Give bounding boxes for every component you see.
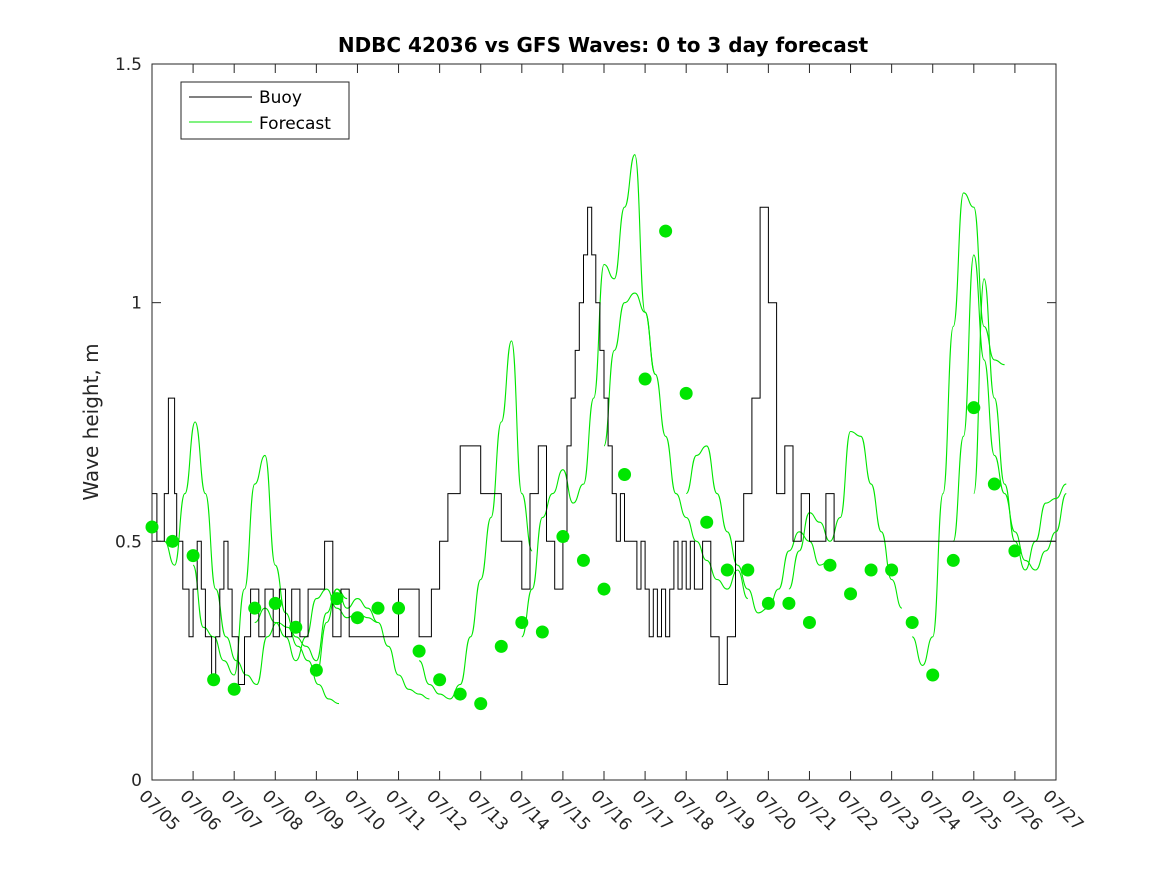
- x-tick-label: 07/08: [258, 786, 307, 835]
- forecast-run-line: [973, 278, 1067, 571]
- x-tick-label: 07/09: [299, 786, 348, 835]
- forecast-point: [145, 520, 159, 534]
- forecast-point: [227, 682, 241, 696]
- forecast-point: [186, 549, 200, 563]
- x-tick-label: 07/05: [134, 786, 183, 835]
- forecast-run-line: [788, 430, 903, 609]
- forecast-markers: [145, 224, 1022, 711]
- x-axis: 07/0507/0607/0707/0807/0907/1007/1107/12…: [134, 64, 1087, 835]
- forecast-point: [576, 553, 590, 567]
- forecast-run-line: [521, 154, 656, 638]
- forecast-point: [987, 477, 1001, 491]
- forecast-point: [268, 596, 282, 610]
- forecast-run-line: [315, 588, 430, 700]
- forecast-point: [371, 601, 385, 615]
- forecast-point: [474, 697, 488, 711]
- x-tick-label: 07/12: [422, 786, 471, 835]
- forecast-point: [412, 644, 426, 658]
- x-tick-label: 07/13: [463, 786, 512, 835]
- y-tick-label: 1: [131, 294, 142, 314]
- forecast-point: [433, 673, 447, 687]
- x-tick-label: 07/27: [1038, 786, 1087, 835]
- forecast-run-line: [685, 445, 831, 614]
- legend: Buoy Forecast: [180, 81, 350, 140]
- x-tick-label: 07/19: [710, 786, 759, 835]
- forecast-point: [700, 515, 714, 529]
- x-tick-label: 07/24: [915, 786, 964, 835]
- forecast-point: [330, 592, 344, 606]
- forecast-point: [494, 639, 508, 653]
- forecast-point: [597, 582, 611, 596]
- forecast-point: [556, 530, 570, 544]
- forecast-run-line: [952, 254, 1067, 571]
- forecast-point: [741, 563, 755, 577]
- forecast-point: [289, 620, 303, 634]
- forecast-point: [967, 401, 981, 415]
- forecast-point: [453, 687, 467, 701]
- chart-title: NDBC 42036 vs GFS Waves: 0 to 3 day fore…: [338, 33, 869, 57]
- forecast-point: [309, 663, 323, 677]
- y-tick-label: 0: [131, 771, 142, 791]
- forecast-point: [844, 587, 858, 601]
- x-tick-label: 07/10: [340, 786, 389, 835]
- x-tick-label: 07/25: [956, 786, 1005, 835]
- legend-forecast-label: Forecast: [259, 114, 331, 134]
- forecast-point: [946, 553, 960, 567]
- forecast-point: [207, 673, 221, 687]
- forecast-point: [248, 601, 262, 615]
- plot-area: [145, 63, 1067, 781]
- forecast-point: [679, 386, 693, 400]
- forecast-run-line: [418, 340, 533, 700]
- forecast-runs: [164, 154, 1067, 705]
- forecast-point: [761, 596, 775, 610]
- forecast-point: [638, 372, 652, 386]
- forecast-run-line: [603, 292, 749, 600]
- x-tick-label: 07/26: [997, 786, 1046, 835]
- x-tick-label: 07/20: [751, 786, 800, 835]
- y-tick-label: 1.5: [115, 55, 142, 75]
- forecast-point: [864, 563, 878, 577]
- x-tick-label: 07/22: [833, 786, 882, 835]
- x-tick-label: 07/16: [586, 786, 635, 835]
- forecast-run-line: [911, 192, 1005, 666]
- forecast-point: [782, 596, 796, 610]
- forecast-point: [823, 558, 837, 572]
- legend-buoy-label: Buoy: [259, 88, 302, 108]
- forecast-run-line: [192, 454, 348, 676]
- y-axis-label: Wave height, m: [79, 343, 103, 500]
- forecast-point: [659, 224, 673, 238]
- legend-box: [180, 81, 350, 140]
- forecast-point: [166, 534, 180, 548]
- forecast-run-line: [164, 421, 340, 705]
- x-tick-label: 07/14: [504, 786, 553, 835]
- buoy-series: [152, 206, 1056, 685]
- x-tick-label: 07/07: [217, 786, 266, 835]
- forecast-point: [720, 563, 734, 577]
- forecast-point: [392, 601, 406, 615]
- forecast-point: [618, 468, 632, 482]
- forecast-point: [885, 563, 899, 577]
- x-tick-label: 07/18: [669, 786, 718, 835]
- plot-frame: [151, 63, 1057, 781]
- forecast-point: [926, 668, 940, 682]
- x-tick-label: 07/11: [381, 786, 430, 835]
- forecast-point: [515, 615, 529, 629]
- forecast-point: [1008, 544, 1022, 558]
- x-tick-label: 07/17: [628, 786, 677, 835]
- forecast-point: [350, 611, 364, 625]
- x-tick-label: 07/15: [545, 786, 594, 835]
- x-tick-label: 07/23: [874, 786, 923, 835]
- x-tick-label: 07/06: [176, 786, 225, 835]
- x-tick-label: 07/21: [792, 786, 841, 835]
- y-axis: 0 0.5 1 1.5: [115, 55, 1056, 791]
- forecast-point: [905, 615, 919, 629]
- forecast-point: [802, 615, 816, 629]
- forecast-point: [535, 625, 549, 639]
- y-tick-label: 0.5: [115, 532, 142, 552]
- buoy-line: [152, 206, 1056, 685]
